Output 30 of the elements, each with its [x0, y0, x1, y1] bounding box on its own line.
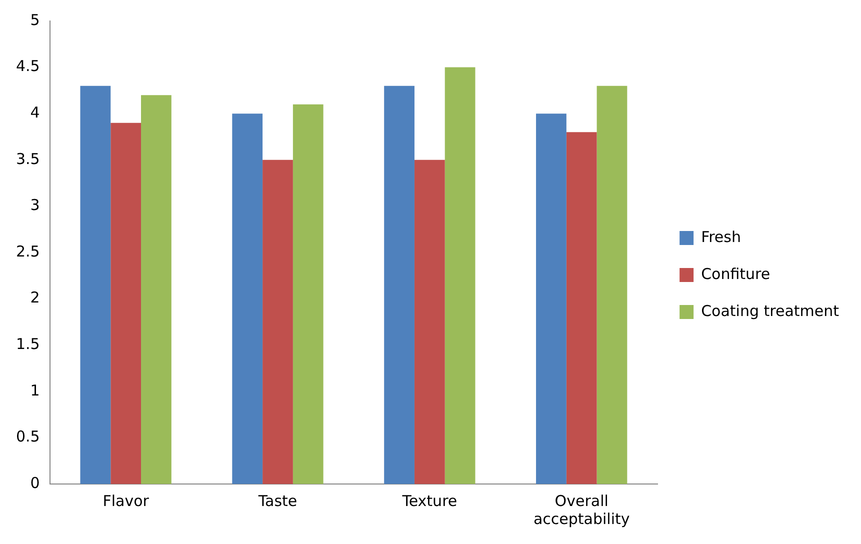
- y-tick-label: 1.5: [16, 334, 40, 353]
- legend-label: Fresh: [701, 228, 741, 246]
- bar: [110, 122, 142, 484]
- bar: [566, 132, 597, 484]
- legend-label: Confiture: [701, 264, 770, 283]
- x-tick-label: Taste: [257, 492, 298, 510]
- x-tick-label: Texture: [401, 492, 458, 510]
- y-tick-label: 1: [30, 381, 40, 400]
- x-tick-label: Flavor: [102, 492, 150, 510]
- y-tick-label: 2.5: [16, 242, 40, 260]
- y-tick-label: 3: [30, 196, 40, 214]
- legend-label: Coating treatment: [701, 302, 840, 320]
- y-tick-label: 5: [30, 10, 40, 29]
- bar: [292, 104, 324, 484]
- y-tick-label: 0: [30, 474, 40, 492]
- y-tick-label: 4: [30, 103, 40, 122]
- y-tick-label: 4.5: [16, 57, 40, 76]
- bar: [262, 160, 293, 484]
- bar: [414, 160, 445, 484]
- bar: [444, 67, 476, 484]
- y-tick-label: 0.5: [16, 428, 40, 446]
- bar: [80, 86, 111, 484]
- bar: [596, 86, 628, 484]
- x-tick-label: Overall acceptability: [533, 492, 630, 528]
- y-tick-label: 3.5: [16, 150, 40, 168]
- bar: [536, 114, 566, 484]
- bar: [384, 86, 414, 484]
- bar: [232, 114, 263, 484]
- y-tick-label: 2: [30, 288, 40, 307]
- bar: [141, 95, 172, 484]
